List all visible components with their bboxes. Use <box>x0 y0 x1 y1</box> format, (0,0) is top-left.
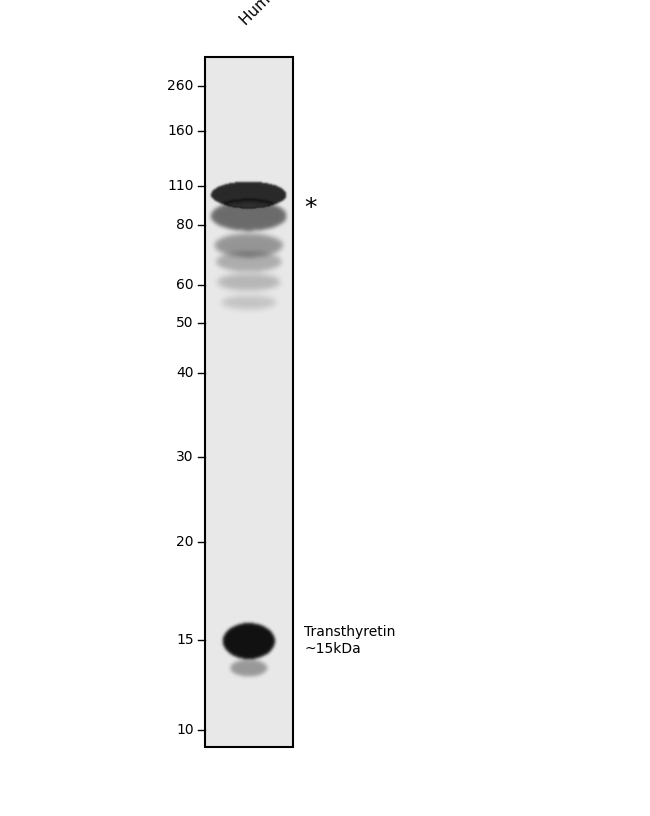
Text: 110: 110 <box>167 179 194 193</box>
Text: 50: 50 <box>176 316 194 330</box>
Bar <box>205 57 292 747</box>
Text: 20: 20 <box>176 534 194 549</box>
Text: Human Plasma: Human Plasma <box>237 0 329 29</box>
Text: 260: 260 <box>167 79 194 94</box>
Text: 30: 30 <box>176 450 194 464</box>
Text: 60: 60 <box>176 277 194 292</box>
Text: 40: 40 <box>176 366 194 380</box>
Text: 160: 160 <box>167 123 194 138</box>
Text: 15: 15 <box>176 632 194 647</box>
Text: 10: 10 <box>176 723 194 738</box>
Text: *: * <box>304 196 317 220</box>
Text: Transthyretin
~15kDa: Transthyretin ~15kDa <box>304 625 396 656</box>
Text: 80: 80 <box>176 218 194 233</box>
